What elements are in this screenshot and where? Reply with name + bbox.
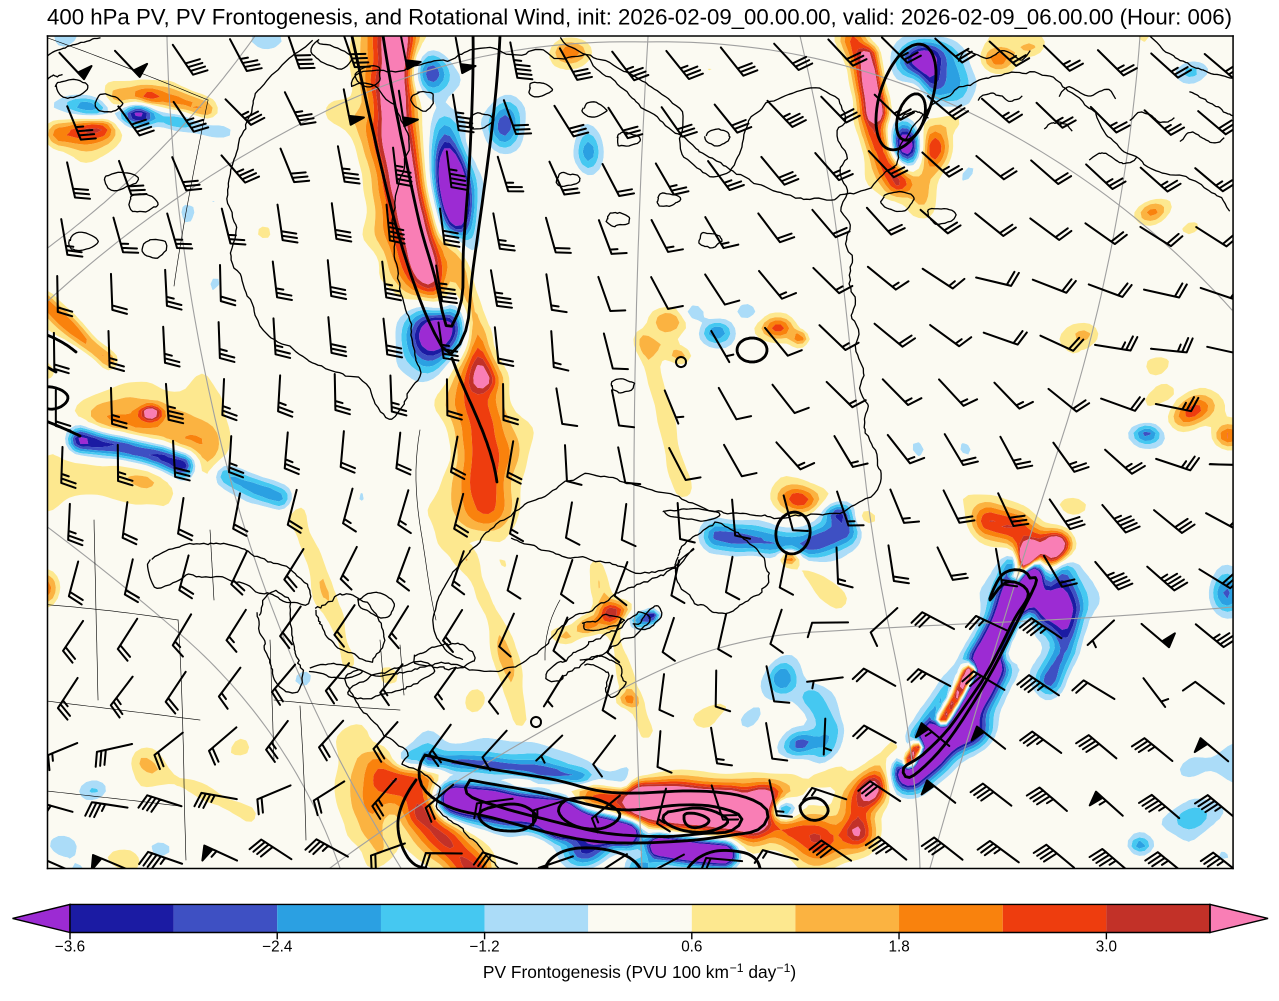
svg-text:−3.6: −3.6 (55, 938, 85, 955)
svg-text:−1: −1 (777, 961, 791, 975)
svg-text:−1.2: −1.2 (469, 938, 499, 955)
svg-text:400 hPa PV, PV Frontogenesis,: 400 hPa PV, PV Frontogenesis, and Rotati… (47, 5, 1232, 30)
svg-text:−1: −1 (730, 961, 744, 975)
svg-text:1.8: 1.8 (888, 938, 909, 955)
svg-text:−2.4: −2.4 (262, 938, 293, 955)
svg-text:0.6: 0.6 (681, 938, 702, 955)
svg-text:): ) (790, 962, 796, 982)
svg-text:PV Frontogenesis (PVU 100 km: PV Frontogenesis (PVU 100 km (483, 962, 729, 982)
svg-text:day: day (748, 962, 776, 982)
svg-text:3.0: 3.0 (1096, 938, 1117, 955)
